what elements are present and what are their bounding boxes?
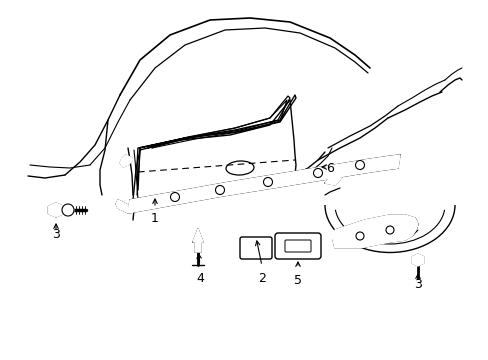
Circle shape	[170, 193, 179, 202]
Text: 6: 6	[325, 162, 333, 175]
Circle shape	[355, 232, 363, 240]
Polygon shape	[332, 215, 417, 248]
Polygon shape	[48, 203, 63, 217]
Polygon shape	[120, 155, 132, 167]
Text: 2: 2	[258, 271, 265, 284]
Circle shape	[355, 161, 364, 170]
FancyBboxPatch shape	[240, 237, 271, 259]
Polygon shape	[411, 254, 423, 266]
Polygon shape	[193, 229, 203, 252]
FancyBboxPatch shape	[274, 233, 320, 259]
Circle shape	[385, 226, 393, 234]
Text: 3: 3	[413, 279, 421, 292]
Polygon shape	[325, 172, 341, 185]
Circle shape	[263, 177, 272, 186]
Polygon shape	[116, 200, 128, 213]
Text: 1: 1	[151, 211, 159, 225]
Text: 4: 4	[196, 271, 203, 284]
Circle shape	[313, 168, 322, 177]
Text: 5: 5	[293, 274, 302, 287]
Text: 3: 3	[52, 228, 60, 240]
Circle shape	[62, 204, 74, 216]
Polygon shape	[128, 155, 399, 213]
Circle shape	[215, 185, 224, 194]
